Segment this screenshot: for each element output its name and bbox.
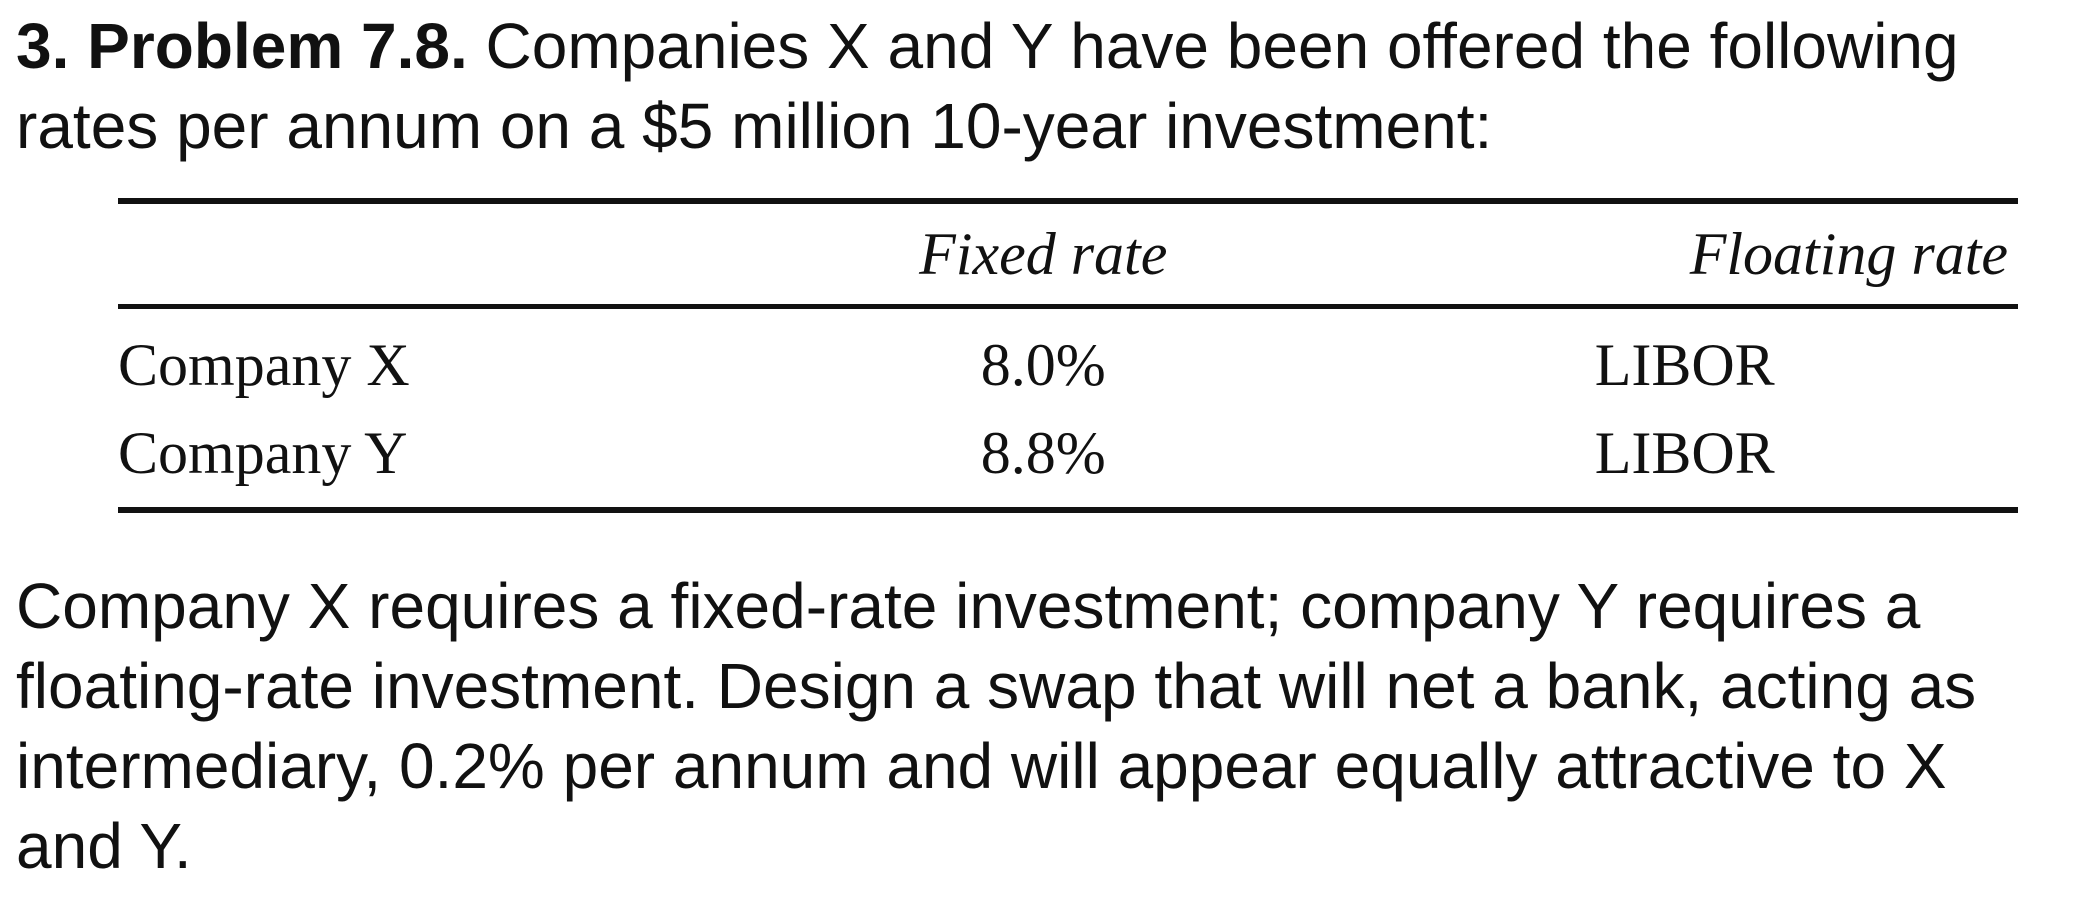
floating-rate-cell: LIBOR (1594, 331, 1775, 398)
question-text: Company X requires a fixed-rate investme… (16, 570, 1977, 882)
table-row: Company X 8.0% LIBOR (118, 307, 2018, 410)
table-header-row: Fixed rate Floating rate (118, 201, 2018, 307)
header-company (118, 201, 735, 307)
floating-rate-cell: LIBOR (1594, 419, 1775, 486)
rates-table: Fixed rate Floating rate Company X 8.0% … (118, 198, 2018, 513)
problem-label: 3. Problem 7.8. (16, 10, 468, 82)
header-floating-rate: Floating rate (1689, 220, 2008, 287)
fixed-rate-cell: 8.0% (980, 331, 1106, 398)
company-name-cell: Company X (118, 331, 410, 398)
table-row: Company Y 8.8% LIBOR (118, 409, 2018, 510)
company-name-cell: Company Y (118, 419, 408, 486)
problem-intro-text: Companies X and Y have been offered the … (16, 10, 1959, 162)
header-fixed-rate: Fixed rate (919, 220, 1168, 287)
problem-statement: 3. Problem 7.8. Companies X and Y have b… (16, 6, 2066, 166)
fixed-rate-cell: 8.8% (980, 419, 1106, 486)
